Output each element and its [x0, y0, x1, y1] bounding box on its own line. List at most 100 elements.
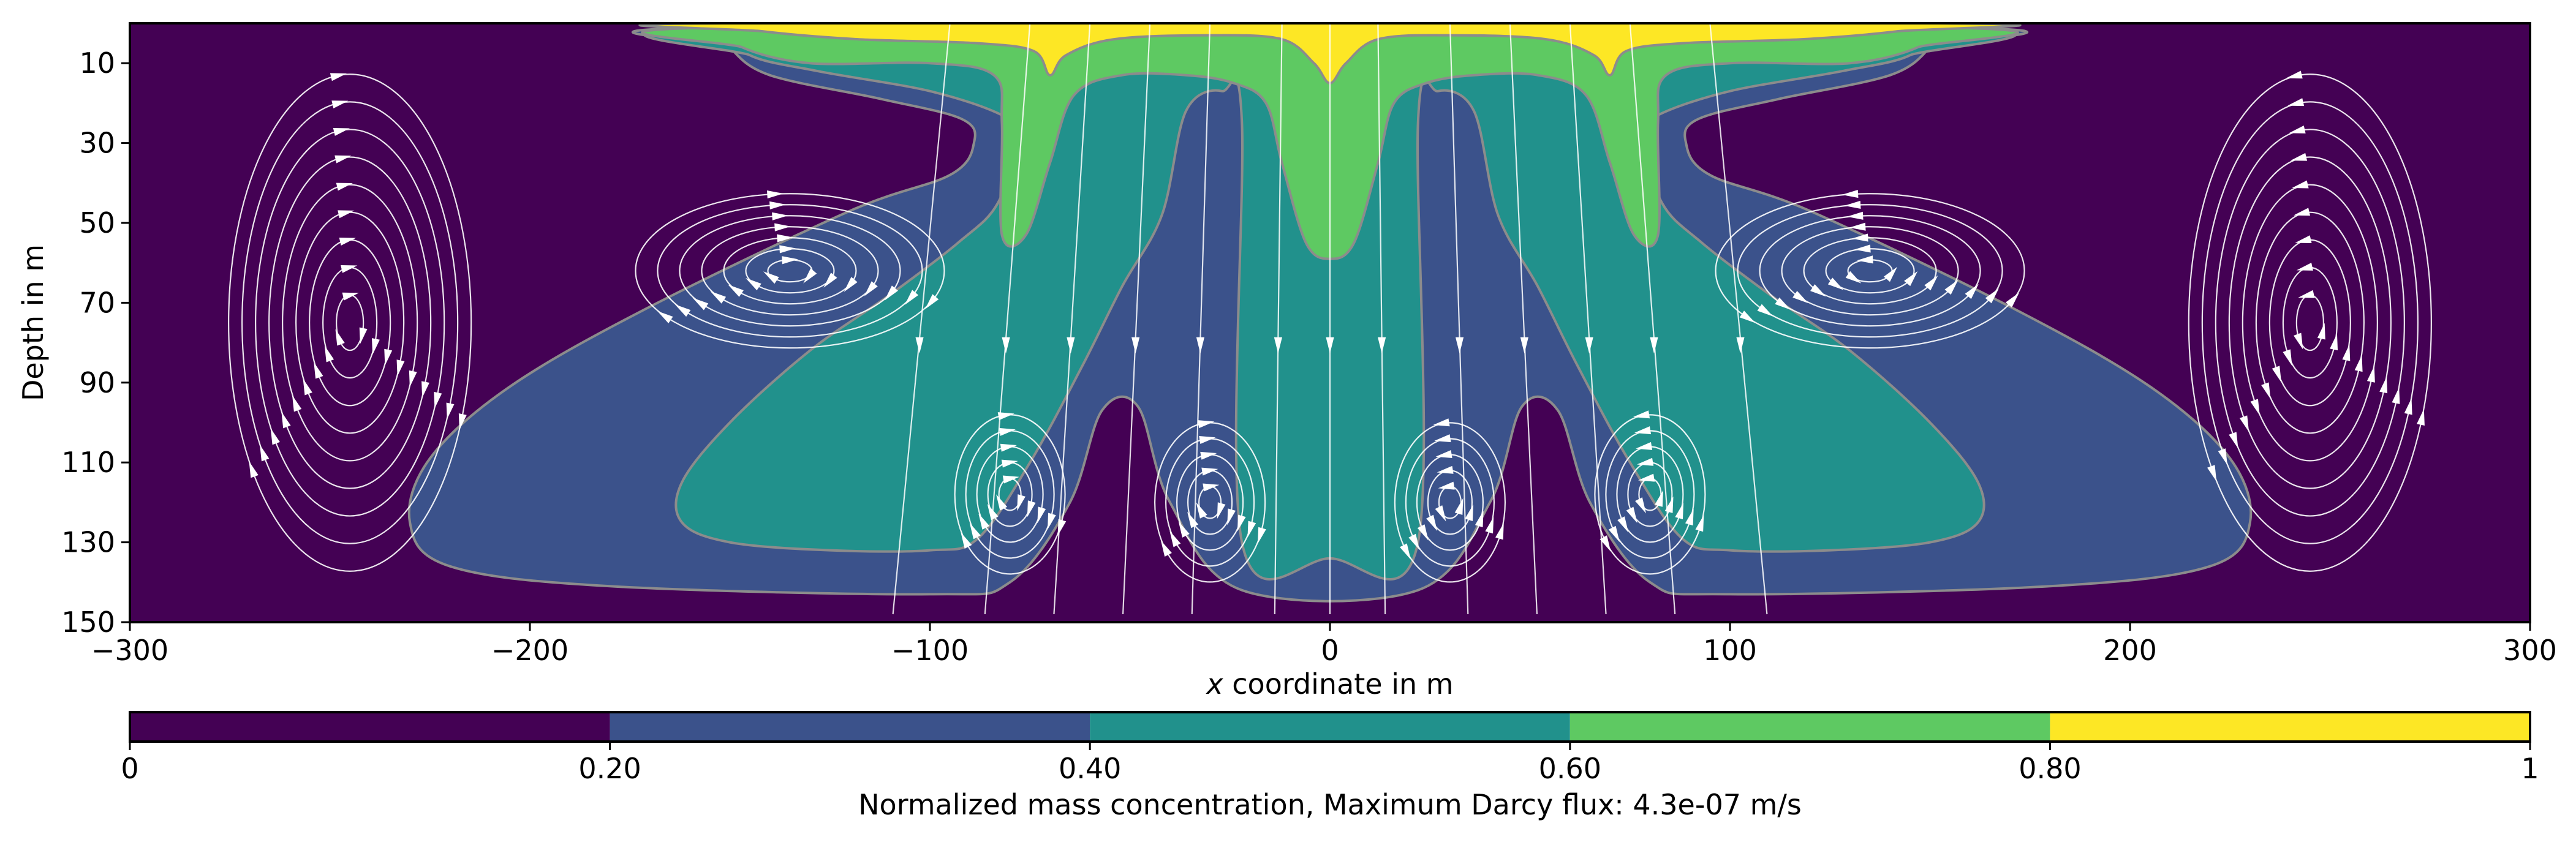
streamline-arrow	[710, 291, 727, 304]
streamline-arrow	[434, 391, 442, 409]
streamline-arrow	[1965, 284, 1979, 299]
streamline-arrow	[1883, 266, 1898, 282]
x-tick-label: 300	[2503, 634, 2557, 667]
streamline	[1715, 193, 2025, 349]
streamline-arrow	[728, 284, 744, 297]
colorbar-label: Normalized mass concentration, Maximum D…	[858, 788, 1802, 821]
streamline-arrow	[999, 427, 1016, 436]
streamline-arrow	[1634, 426, 1652, 435]
streamline-arrow	[1247, 521, 1256, 538]
streamline-arrow	[1187, 511, 1199, 528]
streamline	[1737, 204, 2003, 338]
streamline	[2242, 184, 2378, 462]
streamline-arrow	[2005, 292, 2020, 308]
streamline-arrow	[1258, 527, 1266, 544]
streamline-arrow	[2290, 152, 2308, 161]
streamline-arrow	[1675, 502, 1684, 520]
streamline	[1781, 226, 1959, 316]
streamline-arrow	[1841, 189, 1859, 198]
streamline-arrow	[2298, 290, 2315, 298]
streamline-arrow	[281, 412, 291, 429]
streamline-arrow	[1856, 255, 1873, 264]
streamline-arrow	[1635, 497, 1647, 514]
streamline	[241, 101, 459, 544]
streamline-arrow	[330, 73, 347, 81]
streamline-arrow	[2330, 333, 2338, 351]
streamline-arrow	[1485, 517, 1494, 534]
streamline	[1053, 23, 1091, 615]
streamline-arrow	[782, 256, 798, 265]
x-tick-label: 0	[1321, 634, 1339, 667]
streamline-arrow	[1001, 459, 1018, 468]
streamline-arrow	[331, 100, 349, 109]
streamline-arrow	[864, 281, 878, 296]
streamline-arrow	[1200, 451, 1217, 460]
streamline-arrow	[1000, 443, 1017, 452]
streamline-arrow	[2296, 263, 2313, 271]
streamline-arrow	[2287, 98, 2305, 107]
streamline-arrow	[336, 182, 353, 191]
streamline-arrow	[1600, 535, 1611, 552]
colorbar-tick-label: 0.20	[578, 752, 641, 785]
streamline-arrow	[774, 223, 791, 231]
streamline-arrow	[1810, 284, 1826, 297]
streamline-arrow	[1435, 449, 1452, 458]
streamline-arrow	[772, 212, 788, 220]
streamline-arrow	[1434, 434, 1451, 443]
streamline-arrow	[1736, 337, 1745, 354]
streamline-arrow	[1217, 502, 1226, 519]
streamline-arrow	[997, 412, 1014, 421]
streamline-arrow	[409, 370, 417, 388]
streamline-arrow	[978, 513, 990, 530]
streamline-arrow	[1454, 498, 1464, 515]
y-tick-label: 150	[61, 606, 115, 639]
streamline-arrow	[1585, 337, 1593, 354]
streamline-arrow	[1027, 500, 1036, 517]
streamline-arrow	[1792, 290, 1808, 304]
streamline	[1759, 215, 1981, 327]
streamline-arrow	[303, 378, 312, 396]
streamline	[1709, 23, 1768, 615]
streamline-arrow	[1002, 475, 1019, 484]
streamline-arrow	[2342, 344, 2351, 361]
streamline-arrow	[1131, 337, 1140, 354]
streamline-arrow	[2283, 349, 2292, 366]
colorbar-frame	[129, 711, 2531, 743]
streamline-arrow	[2207, 465, 2217, 482]
streamline-arrow	[1650, 337, 1658, 354]
streamline-arrow	[777, 234, 793, 242]
streamline-arrow	[2272, 366, 2282, 383]
streamline-arrow	[803, 268, 817, 284]
streamline	[2215, 129, 2405, 517]
streamline-arrow	[2293, 208, 2311, 216]
streamline-arrow	[339, 238, 356, 246]
streamline-arrow	[2294, 333, 2303, 350]
streamline-arrow	[396, 359, 405, 377]
x-tick-label: 200	[2103, 634, 2157, 667]
streamline-arrow	[314, 362, 323, 379]
y-tick-label: 50	[79, 206, 115, 239]
streamline-arrow	[1201, 467, 1218, 476]
streamline	[657, 204, 923, 338]
streamline-arrow	[2250, 399, 2260, 416]
colorbar-segment	[130, 712, 610, 742]
streamline-arrow	[1326, 337, 1334, 354]
streamline-arrow	[1655, 490, 1663, 507]
streamline-arrow	[1435, 505, 1446, 522]
streamline-arrow	[292, 395, 302, 412]
streamline-arrow	[2286, 70, 2303, 79]
streamline-arrow	[1426, 514, 1438, 532]
colorbar-tick-label: 0.80	[2019, 752, 2081, 785]
streamline-arrow	[338, 210, 355, 219]
streamline-arrow	[1178, 521, 1190, 538]
streamline-arrow	[342, 292, 359, 301]
streamline-arrow	[779, 245, 796, 254]
streamline-arrow	[657, 310, 673, 324]
streamline	[892, 23, 951, 615]
streamline-arrow	[1495, 523, 1504, 540]
streamline-arrow	[1739, 310, 1756, 323]
streamline-arrow	[692, 298, 709, 310]
streamline-arrow	[2366, 366, 2375, 383]
colorbar-segment	[1569, 712, 2050, 742]
